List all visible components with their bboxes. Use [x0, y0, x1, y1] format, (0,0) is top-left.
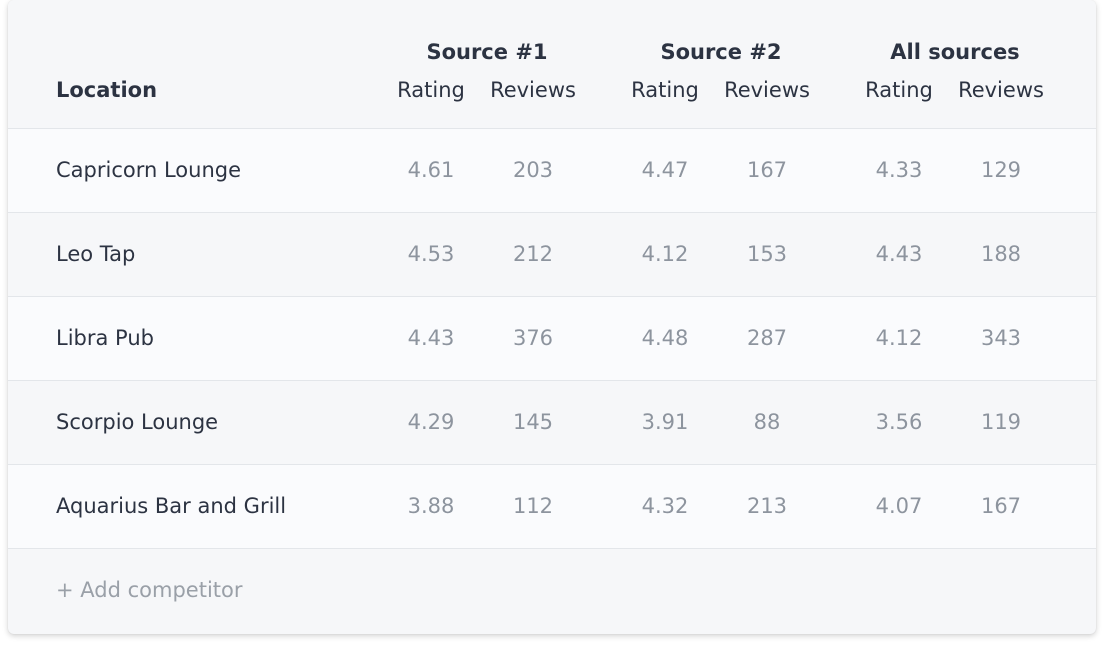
source-2-rating: 4.47 — [641, 158, 689, 182]
all-sources-rating: 4.43 — [875, 242, 923, 266]
location-name: Leo Tap — [56, 242, 136, 266]
column-header-source-2-rating: Rating — [631, 78, 699, 102]
source-2-reviews: 153 — [746, 242, 788, 266]
all-sources-rating: 4.07 — [875, 494, 923, 518]
location-name: Libra Pub — [56, 326, 154, 350]
all-sources-rating: 3.56 — [875, 410, 923, 434]
column-header-source-1-reviews: Reviews — [490, 78, 576, 102]
column-header-location: Location — [56, 78, 158, 102]
location-name: Scorpio Lounge — [56, 410, 219, 434]
group-header-all-sources: All sources — [890, 40, 1020, 64]
table-row: Capricorn Lounge 4.61 203 4.47 167 4.33 … — [8, 129, 1096, 213]
all-sources-reviews: 167 — [980, 494, 1022, 518]
source-2-rating: 4.32 — [641, 494, 689, 518]
source-1-rating: 4.29 — [407, 410, 455, 434]
table-row: Aquarius Bar and Grill 3.88 112 4.32 213… — [8, 465, 1096, 549]
table-row: Libra Pub 4.43 376 4.48 287 4.12 343 — [8, 297, 1096, 381]
competitor-table-card: Source #1 Source #2 All sources Location… — [8, 0, 1096, 634]
source-2-reviews: 213 — [746, 494, 788, 518]
source-2-reviews: 167 — [746, 158, 788, 182]
source-2-reviews: 88 — [753, 410, 781, 434]
all-sources-reviews: 119 — [980, 410, 1022, 434]
all-sources-reviews: 188 — [980, 242, 1022, 266]
source-1-rating: 4.53 — [407, 242, 455, 266]
location-name: Capricorn Lounge — [56, 158, 242, 182]
source-1-reviews: 112 — [512, 494, 554, 518]
all-sources-reviews: 343 — [980, 326, 1022, 350]
source-2-rating: 4.48 — [641, 326, 689, 350]
column-header-source-1-rating: Rating — [397, 78, 465, 102]
source-1-reviews: 203 — [512, 158, 554, 182]
source-1-reviews: 212 — [512, 242, 554, 266]
source-2-reviews: 287 — [746, 326, 788, 350]
column-header-all-reviews: Reviews — [958, 78, 1044, 102]
source-1-reviews: 145 — [512, 410, 554, 434]
table-body: Capricorn Lounge 4.61 203 4.47 167 4.33 … — [8, 129, 1096, 549]
table-row: Leo Tap 4.53 212 4.12 153 4.43 188 — [8, 213, 1096, 297]
add-competitor-button[interactable]: + Add competitor — [56, 578, 243, 602]
source-1-rating: 3.88 — [407, 494, 455, 518]
all-sources-reviews: 129 — [980, 158, 1022, 182]
all-sources-rating: 4.12 — [875, 326, 923, 350]
group-header-source-1: Source #1 — [426, 40, 548, 64]
table-row: Scorpio Lounge 4.29 145 3.91 88 3.56 119 — [8, 381, 1096, 465]
table-header: Source #1 Source #2 All sources Location… — [8, 0, 1096, 129]
column-header-source-2-reviews: Reviews — [724, 78, 810, 102]
source-2-rating: 3.91 — [641, 410, 689, 434]
source-1-rating: 4.61 — [407, 158, 455, 182]
source-1-rating: 4.43 — [407, 326, 455, 350]
group-header-source-2: Source #2 — [660, 40, 782, 64]
all-sources-rating: 4.33 — [875, 158, 923, 182]
source-2-rating: 4.12 — [641, 242, 689, 266]
location-name: Aquarius Bar and Grill — [56, 494, 287, 518]
source-1-reviews: 376 — [512, 326, 554, 350]
column-header-all-rating: Rating — [865, 78, 933, 102]
